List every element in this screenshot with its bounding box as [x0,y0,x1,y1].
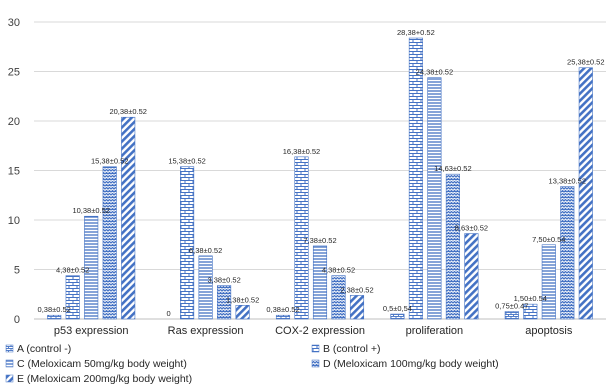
bar [408,37,423,320]
y-tick-label: 25 [8,67,20,79]
bar [427,77,442,320]
bar [217,285,232,320]
bar [65,275,80,320]
bar [349,295,365,320]
data-label: 7,38±0.52 [303,236,336,245]
bar [504,311,519,320]
bar [198,255,213,320]
legend-swatch [5,374,14,383]
legend-swatch [5,344,14,353]
data-label: 20,38±0.52 [109,107,146,116]
x-axis-categories: p53 expression Ras expression COX-2 expres… [54,325,573,337]
bar [560,186,575,320]
data-label: 1,38±0.52 [226,295,259,304]
y-tick-label: 0 [14,314,20,326]
bar [275,314,291,320]
data-label: 0 [167,309,171,318]
data-label: 10,38±0.52 [72,206,109,215]
x-category-label: proliferation [406,325,463,337]
bar [541,244,556,320]
data-label: 1,50±0.54 [514,294,547,303]
y-tick-label: 10 [8,215,20,227]
y-tick-label: 20 [8,116,20,128]
data-labels: 0,38±0.52 4,38±0.52 10,38±0.52 15,38±0.52 20… [38,28,605,318]
legend-label: A (control -) [17,343,71,355]
x-category-label: COX-2 expression [275,325,365,337]
y-tick-label: 5 [14,265,20,277]
data-label: 15,38±0.52 [168,157,205,166]
data-label: 28,38+0.52 [397,28,435,37]
bar [390,313,405,320]
bar [578,67,593,320]
data-label: 8,63±0.52 [455,224,488,233]
x-category-label: Ras expression [168,325,244,337]
y-tick-label: 15 [8,166,20,178]
data-label: 24,38±0.52 [416,68,453,77]
bar [523,303,538,320]
bar [102,166,117,320]
bar [121,116,136,320]
data-label: 15,38±0.52 [91,157,128,166]
legend-label: B (control +) [323,343,380,355]
data-label: 0,38±0.52 [266,305,299,314]
x-category-label: p53 expression [54,325,129,337]
legend-label: C (Meloxicam 50mg/kg body weight) [17,358,187,370]
data-label: 7,50±0.54 [532,235,565,244]
y-tick-label: 30 [8,17,20,29]
data-label: 0,5±0,54 [383,304,412,313]
legend-label: E (Meloxicam 200mg/kg body weight) [17,373,192,385]
bar [180,166,195,320]
legend-swatch [311,344,320,353]
data-label: 4,38±0.52 [322,266,355,275]
bar [47,314,62,320]
data-label: 2,38±0.52 [340,285,373,294]
bar [294,156,309,320]
legend-swatch [5,359,14,368]
bar [331,275,346,320]
legend: A (control -) B (control +) C (Meloxicam 5… [5,343,499,385]
data-label: 25,38±0.52 [567,58,604,67]
bars [47,37,593,320]
bar [235,305,250,320]
x-category-label: apoptosis [525,325,573,337]
data-label: 0,38±0.52 [38,305,71,314]
data-label: 13,38±0.52 [549,177,586,186]
bar [84,215,99,320]
y-axis-ticks: 0 5 10 15 20 25 30 [8,17,20,326]
data-label: 14,63±0.52 [434,164,471,173]
data-label: 4,38±0.52 [56,266,89,275]
legend-swatch [311,359,320,368]
data-label: 16,38±0.52 [283,147,320,156]
legend-label: D (Meloxicam 100mg/kg body weight) [323,358,499,370]
data-label: 0,75±0.47 [495,302,528,311]
data-label: 6,38±0.52 [189,246,222,255]
bar [445,173,460,320]
bar [464,233,479,320]
data-label: 3,38±0.52 [207,276,240,285]
bar [312,245,328,320]
